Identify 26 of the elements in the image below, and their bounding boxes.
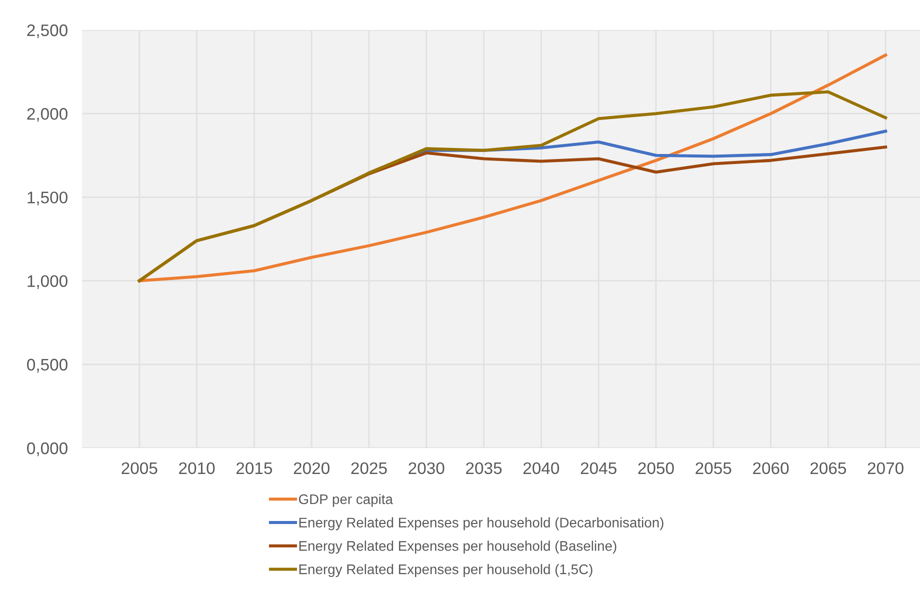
x-tick-label: 2050 xyxy=(638,462,674,474)
x-tick-label: 2060 xyxy=(753,462,789,474)
line-series xyxy=(138,90,888,282)
x-tick-label: 2035 xyxy=(466,462,502,474)
y-tick-label: 0,000 xyxy=(27,442,68,456)
x-tick-label: 2025 xyxy=(351,462,387,474)
x-tick-label: 2020 xyxy=(294,462,330,474)
y-tick-label: 0,500 xyxy=(27,358,68,373)
x-tick-label: 2065 xyxy=(810,462,846,474)
x-tick-label: 2040 xyxy=(523,462,560,474)
x-tick-label: 2030 xyxy=(408,462,444,474)
legend-label: GDP per capita xyxy=(298,494,393,507)
line-series xyxy=(138,54,888,282)
x-tick-label: 2070 xyxy=(868,462,904,474)
x-tick-label: 2010 xyxy=(179,462,215,474)
x-tick-label: 2015 xyxy=(236,462,272,474)
x-tick-label: 2005 xyxy=(122,462,158,474)
legend-label: Energy Related Expenses per household (Baseline) xyxy=(299,540,616,554)
y-tick-label: 1,000 xyxy=(28,275,68,289)
x-tick-label: 2055 xyxy=(696,462,732,474)
y-tick-label: 2,500 xyxy=(27,24,68,38)
y-tick-label: 1,500 xyxy=(28,192,68,206)
x-tick-label: 2045 xyxy=(580,462,616,474)
legend-label: Energy Related Expenses per household (Decarbonisation) xyxy=(299,517,664,530)
y-tick-label: 2,000 xyxy=(27,108,68,122)
legend-label: Energy Related Expenses per household (1,5C) xyxy=(299,564,592,577)
